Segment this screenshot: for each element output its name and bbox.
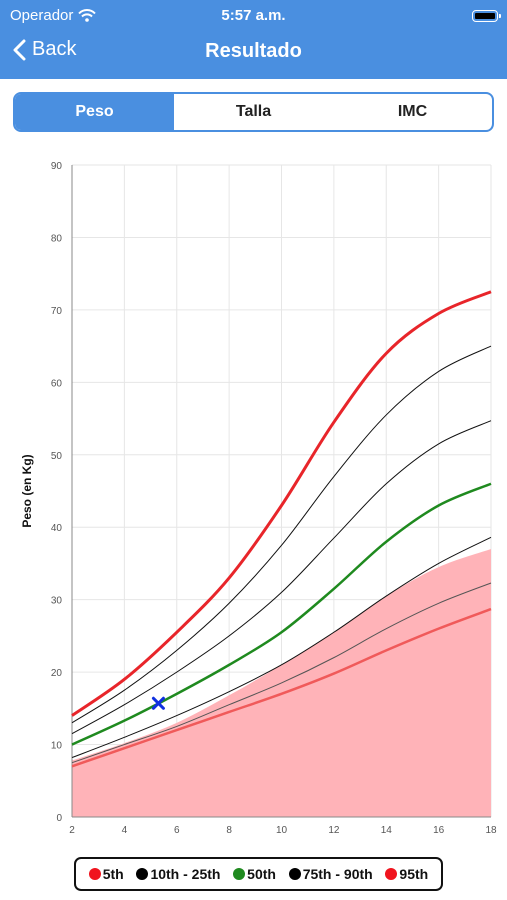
x-tick-label: 14 [381,825,393,836]
series-line-p50 [71,482,492,746]
back-label: Back [32,38,77,60]
carrier-label: Operador [10,7,74,24]
chart-legend: 5th 10th - 25th 50th 75th - 90th 95th [74,857,443,891]
y-tick-label: 80 [51,233,63,244]
series-line-p75 [71,420,492,735]
legend-label: 50th [247,866,276,882]
chevron-left-icon [13,39,26,60]
x-tick-label: 10 [276,825,288,836]
legend-item-10th-25th: 10th - 25th [136,866,220,882]
growth-chart: 2 4 6 8 10 12 14 16 18 0 10 20 30 40 50 60 70 80 90 Peso (e… [20,161,497,836]
legend-dot [233,868,246,880]
legend-dot [385,868,398,880]
y-axis-label: Peso (en Kg) [20,454,34,527]
series-line-p95 [71,290,492,717]
legend-dot [136,868,149,880]
x-tick-label: 6 [174,825,180,836]
legend-dot [288,868,301,880]
y-tick-label: 60 [51,378,63,389]
status-bar: Operador 5:57 a.m. [0,4,507,26]
nav-bar: Back Resultado [0,34,507,72]
status-time: 5:57 a.m. [221,7,286,24]
nav-header: Operador 5:57 a.m. Back Resultado [0,0,507,79]
y-tick-label: 50 [51,451,63,462]
y-tick-label: 40 [51,523,63,534]
carrier: Operador [10,7,97,24]
y-tick-label: 30 [51,596,63,607]
y-tick-label: 10 [51,741,63,752]
legend-label: 5th [102,866,124,882]
legend-item-75th-90th: 75th - 90th [288,866,373,882]
segmented-control: Peso Talla IMC [13,92,494,132]
battery-icon [472,10,501,22]
back-button[interactable]: Back [12,38,76,61]
series-line-p90 [71,345,492,724]
legend-item-50th: 50th [233,866,276,882]
legend-label: 75th - 90th [302,866,373,882]
series-line-p5 [71,607,492,768]
x-tick-label: 12 [328,825,340,836]
y-tick-label: 0 [56,813,62,824]
legend-label: 10th - 25th [150,866,221,882]
x-tick-label: 18 [485,825,497,836]
legend-label: 95th [399,866,429,882]
x-tick-label: 16 [433,825,445,836]
tab-peso[interactable]: Peso [15,94,174,130]
patient-marker [151,696,165,710]
y-tick-label: 20 [51,668,63,679]
legend-dot [88,868,101,880]
tab-imc[interactable]: IMC [397,103,428,120]
y-tick-label: 90 [51,161,63,172]
series-line-p10 [71,582,492,764]
x-tick-label: 8 [226,825,232,836]
legend-item-5th: 5th [88,866,124,882]
wifi-icon [78,9,97,22]
y-tick-label: 70 [51,306,63,317]
series-line-p25 [71,536,492,759]
tab-talla[interactable]: Talla [235,103,272,120]
x-tick-label: 4 [122,825,128,836]
x-tick-label: 2 [69,825,75,836]
legend-item-95th: 95th [385,866,428,882]
